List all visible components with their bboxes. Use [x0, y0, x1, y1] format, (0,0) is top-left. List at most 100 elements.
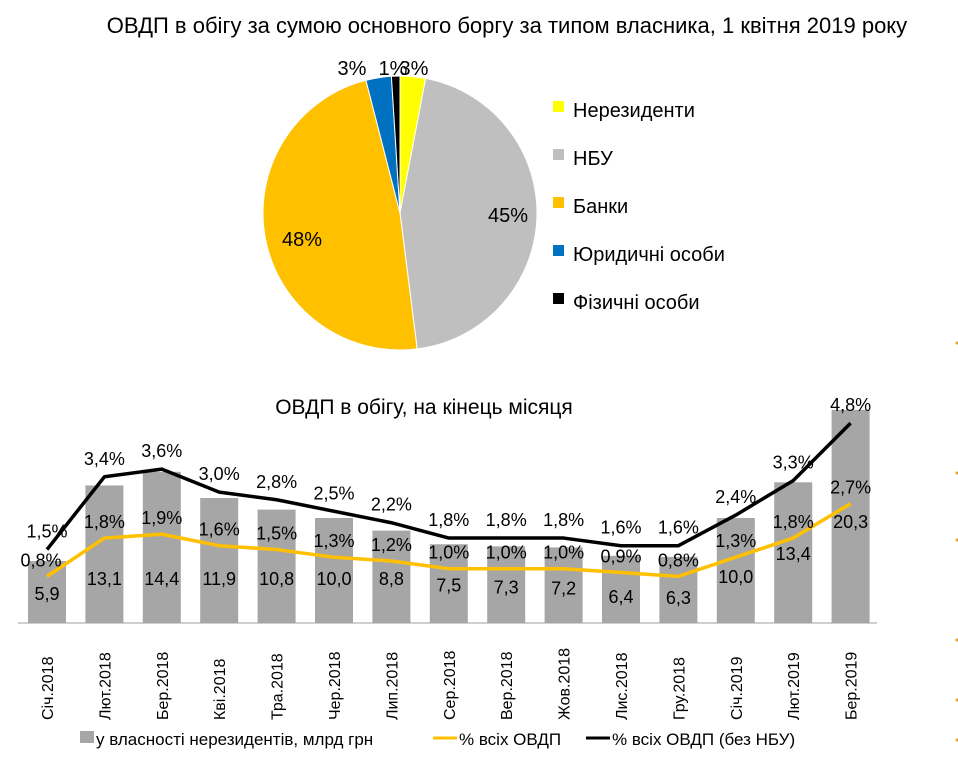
legend-swatch — [553, 149, 564, 160]
pie-slice-2 — [262, 79, 418, 351]
bar-data-label: 14,4 — [144, 569, 179, 589]
line-series-excl-nbu — [45, 421, 852, 551]
x-tick-label: Жов.2018 — [557, 648, 574, 720]
legend-label: Банки — [573, 196, 628, 218]
decorative-dot — [955, 538, 958, 542]
line-data-label-all: 1,8% — [84, 512, 125, 532]
bar-data-label: 5,9 — [34, 584, 59, 604]
legend-swatch — [553, 197, 564, 208]
legend-swatch — [553, 101, 564, 112]
bar — [487, 546, 526, 623]
legend-label: Нерезиденти — [573, 100, 695, 122]
line-data-label-all: 1,3% — [313, 531, 354, 551]
line-data-label-all: 0,9% — [600, 547, 641, 567]
bar — [716, 518, 755, 623]
x-tick-label: Сер.2018 — [442, 651, 459, 720]
bar-data-label: 6,4 — [608, 587, 633, 607]
pie-title: ОВДП в обігу за сумою основного боргу за… — [107, 13, 907, 38]
bar-data-label: 6,3 — [666, 588, 691, 608]
bar — [774, 482, 813, 623]
line-data-label-all: 1,0% — [428, 543, 469, 563]
bar — [831, 409, 870, 623]
bar-data-label: 13,4 — [776, 544, 811, 564]
bar — [544, 547, 583, 623]
line-data-label-all: 1,5% — [256, 524, 297, 544]
decorative-dots — [955, 341, 958, 742]
line-data-label-all: 0,8% — [658, 550, 699, 570]
line-data-label-excl-nbu: 1,6% — [600, 518, 641, 538]
x-tick-label: Гру.2018 — [671, 657, 688, 720]
x-tick-label: Лис.2018 — [614, 652, 631, 720]
bar-data-label: 7,2 — [551, 578, 576, 598]
bar-data-label: 7,3 — [494, 577, 519, 597]
line-data-label-all: 1,6% — [199, 520, 240, 540]
pie-data-label: 45% — [488, 205, 528, 227]
bar-chart-title: ОВДП в обігу, на кінець місяця — [275, 396, 573, 419]
x-tick-label: Лют.2018 — [97, 652, 114, 720]
line-data-label-all: 0,8% — [20, 550, 61, 570]
line-data-label-excl-nbu: 3,6% — [141, 441, 182, 461]
line-data-label-excl-nbu: 2,8% — [256, 472, 297, 492]
bar — [372, 530, 411, 623]
bar-data-label: 8,8 — [379, 569, 404, 589]
x-tick-label: Вер.2018 — [499, 651, 516, 720]
bar-data-label: 13,1 — [87, 569, 122, 589]
line-data-label-all: 1,0% — [486, 543, 527, 563]
x-tick-label: Січ.2018 — [40, 656, 57, 720]
line-data-label-excl-nbu: 3,0% — [199, 464, 240, 484]
bar-data-label: 20,3 — [833, 512, 868, 532]
legend-label: % всіх ОВДП (без НБУ) — [612, 730, 795, 749]
legend-label: у власності нерезидентів, млрд грн — [96, 730, 373, 749]
line-data-label-excl-nbu: 2,4% — [715, 487, 756, 507]
legend-label: НБУ — [573, 148, 613, 170]
line-series-all — [46, 502, 852, 579]
line-data-label-all: 2,7% — [830, 478, 871, 498]
line-data-label-all: 1,3% — [715, 531, 756, 551]
pie-data-label: 3% — [400, 58, 429, 80]
x-tick-label: Тра.2018 — [270, 653, 287, 720]
bar-chart-legend: у власності нерезидентів, млрд грн % всіх… — [80, 730, 795, 749]
pie-data-label: 3% — [338, 58, 367, 80]
x-tick-label: Чер.2018 — [327, 651, 344, 720]
decorative-dot — [955, 341, 958, 345]
legend-label: Фізичні особи — [573, 292, 700, 314]
line-data-label-excl-nbu: 2,5% — [313, 483, 354, 503]
line-data-label-excl-nbu: 3,3% — [773, 453, 814, 473]
decorative-dot — [955, 698, 958, 702]
pie-legend: Нерезиденти НБУ Банки Юридичні особи Фізичні… — [553, 100, 725, 314]
bar — [28, 561, 66, 623]
line-data-label-excl-nbu: 1,5% — [26, 522, 67, 542]
legend-swatch — [553, 293, 564, 304]
legend-label: % всіх ОВДП — [459, 730, 561, 749]
line-data-label-excl-nbu: 1,8% — [486, 510, 527, 530]
bar — [315, 518, 353, 623]
line-data-label-excl-nbu: 3,4% — [84, 449, 125, 469]
pie-slice-4 — [390, 75, 401, 214]
line-data-label-all: 1,2% — [371, 535, 412, 555]
x-tick-label: Бер.2019 — [844, 652, 861, 720]
bar — [257, 509, 296, 623]
pie-slice-1 — [399, 77, 538, 350]
x-tick-label: Січ.2019 — [729, 656, 746, 720]
legend-swatch-bar — [80, 731, 94, 743]
decorative-dot — [955, 471, 958, 475]
bar — [85, 485, 124, 623]
bar-data-label: 11,9 — [202, 569, 236, 589]
bar — [200, 498, 239, 623]
x-tick-label: Кві.2018 — [212, 658, 229, 720]
legend-swatch — [553, 245, 564, 256]
bar-data-label: 10,8 — [259, 569, 294, 589]
bar-data-label: 10,0 — [316, 569, 351, 589]
decorative-dot — [955, 738, 958, 742]
bar-data-label: 10,0 — [718, 567, 753, 587]
line-data-label-excl-nbu: 4,8% — [830, 395, 871, 415]
line-data-label-all: 1,9% — [141, 508, 182, 528]
line-data-label-excl-nbu: 1,6% — [658, 518, 699, 538]
line-data-label-all: 1,8% — [773, 512, 814, 532]
pie-data-label: 1% — [379, 58, 408, 80]
x-tick-label: Лют.2019 — [786, 652, 803, 720]
bar-chart: Січ.2018 Лют.2018 Бер.2018 Кві.2018 Тра.2018… — [18, 395, 877, 720]
pie-data-label: 48% — [282, 229, 322, 251]
